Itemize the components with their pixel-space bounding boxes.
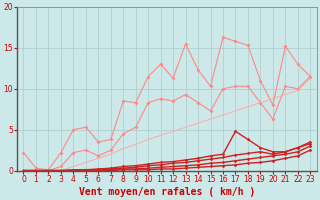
X-axis label: Vent moyen/en rafales ( km/h ): Vent moyen/en rafales ( km/h ) [79,187,255,197]
